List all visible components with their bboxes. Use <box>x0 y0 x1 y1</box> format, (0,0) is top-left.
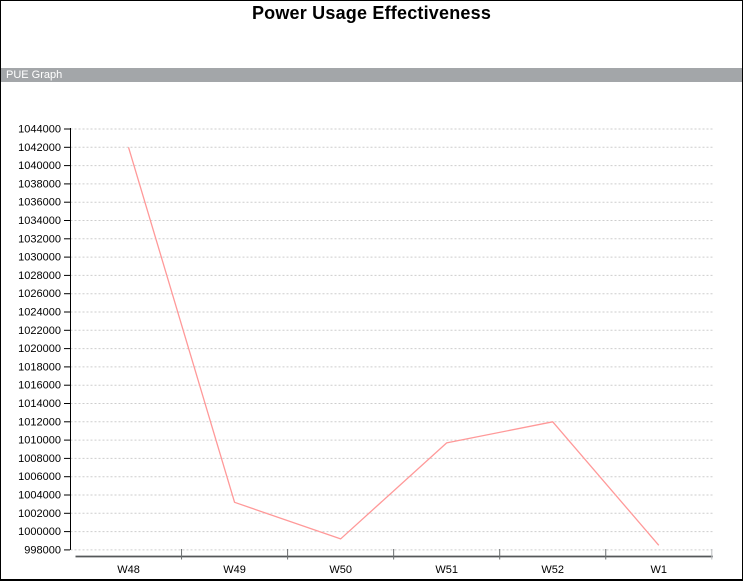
y-tick-label: 1034000 <box>18 215 61 227</box>
y-tick-label: 1010000 <box>18 435 61 447</box>
y-tick-label: 1002000 <box>18 508 61 520</box>
y-tick-label: 1022000 <box>18 325 61 337</box>
y-tick-label: 1040000 <box>18 160 61 172</box>
y-tick-label: 1008000 <box>18 453 61 465</box>
x-category-label: W48 <box>117 564 140 576</box>
y-tick-label: 1024000 <box>18 307 61 319</box>
y-tick-label: 1004000 <box>18 490 61 502</box>
section-header-label: PUE Graph <box>6 69 63 81</box>
gridlines <box>70 128 713 551</box>
y-tick-label: 1044000 <box>18 124 61 136</box>
series-line-pue-graph <box>127 147 660 546</box>
x-axis: W48 W49 W50 W51 W52 W1 <box>75 549 713 576</box>
x-category-label: W52 <box>541 564 564 576</box>
y-tick-label: 1012000 <box>18 416 61 428</box>
y-tick-label: 1016000 <box>18 380 61 392</box>
y-tick-label: 998000 <box>24 544 61 556</box>
y-tick-label: 1032000 <box>18 233 61 245</box>
y-tick-label: 1000000 <box>18 526 61 538</box>
y-tick-label: 1026000 <box>18 288 61 300</box>
y-tick-label: 1018000 <box>18 361 61 373</box>
y-tick-label: 1042000 <box>18 142 61 154</box>
y-tick-label: 1014000 <box>18 398 61 410</box>
section-header-bar: PUE Graph <box>1 68 742 82</box>
y-tick-label: 1038000 <box>18 178 61 190</box>
page-title: Power Usage Effectiveness <box>251 3 492 23</box>
x-category-label: W51 <box>435 564 458 576</box>
y-tick-label: 1028000 <box>18 270 61 282</box>
y-axis: 1044000 1042000 1040000 1038000 1036000 10340… <box>18 124 71 556</box>
x-category-label: W1 <box>651 564 668 576</box>
x-category-label: W49 <box>223 564 246 576</box>
y-tick-label: 1020000 <box>18 343 61 355</box>
y-tick-label: 1030000 <box>18 252 61 264</box>
y-tick-label: 1036000 <box>18 197 61 209</box>
x-category-label: W50 <box>329 564 352 576</box>
y-tick-label: 1006000 <box>18 471 61 483</box>
